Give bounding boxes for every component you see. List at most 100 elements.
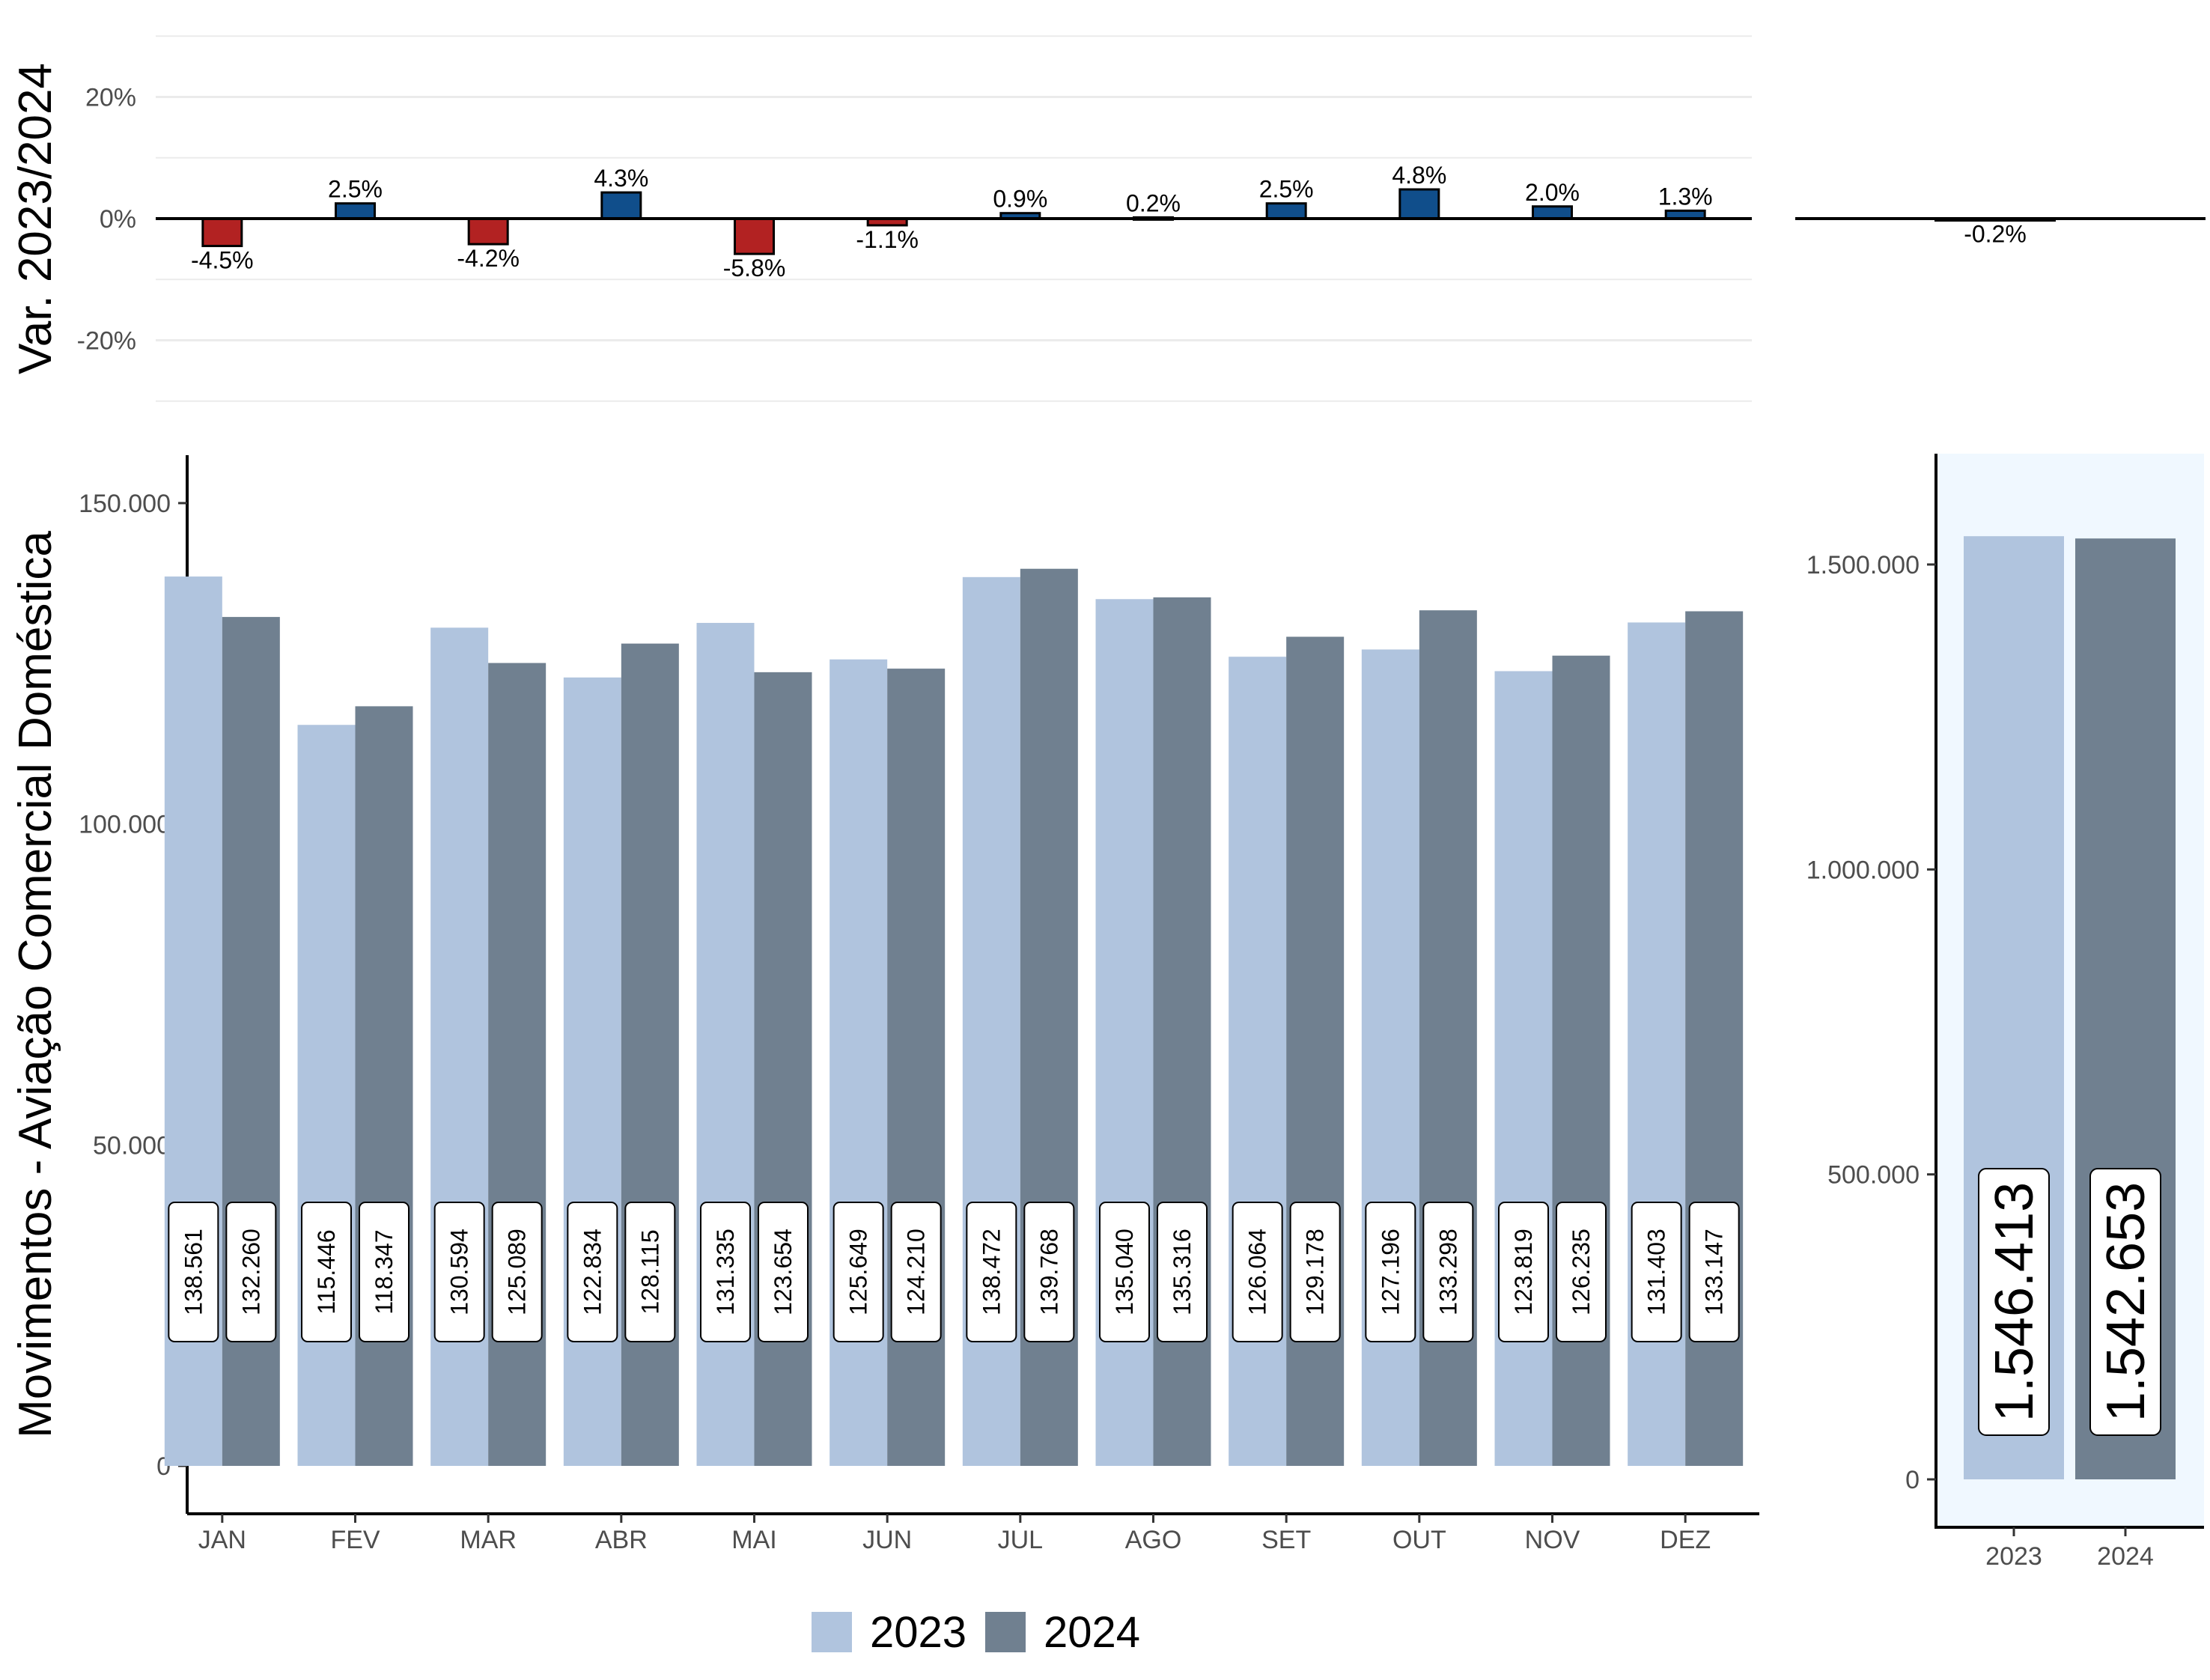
y-tick-label: 100.000 — [79, 811, 171, 839]
y-tick-label: 50.000 — [93, 1131, 171, 1160]
data-label: 124.210 — [903, 1229, 930, 1315]
data-label-box — [832, 1202, 884, 1342]
y-axis-label: Var. 2023/2024 — [10, 63, 61, 374]
data-label-box — [491, 1202, 543, 1342]
bar-2023 — [1361, 649, 1419, 1466]
data-label: 115.446 — [313, 1229, 340, 1314]
x-tick-label: JUN — [862, 1526, 912, 1554]
legend-swatch — [812, 1612, 852, 1652]
x-tick-label: FEV — [330, 1526, 380, 1554]
data-label-box — [301, 1202, 352, 1342]
x-tick-label: MAR — [460, 1526, 517, 1554]
y-tick-label: 1.500.000 — [1806, 551, 1920, 579]
data-label-box — [758, 1202, 809, 1342]
variation-label: 0.9% — [993, 186, 1047, 213]
variation-label: 4.3% — [594, 165, 648, 192]
bar-2023 — [297, 725, 356, 1466]
variation-bar — [335, 202, 376, 220]
variation-total-label: -0.2% — [1964, 221, 2027, 248]
bar-2023 — [1229, 657, 1287, 1466]
data-label-box — [567, 1202, 618, 1342]
data-label-box — [1157, 1202, 1208, 1342]
x-tick-label: AGO — [1125, 1526, 1182, 1554]
legend: 2023 2024 — [812, 1608, 1140, 1657]
y-tick-label: 0 — [1905, 1466, 1920, 1494]
data-label: 139.768 — [1035, 1229, 1062, 1315]
data-label: 131.403 — [1643, 1229, 1670, 1315]
data-label-box — [1631, 1202, 1682, 1342]
bar-2024 — [355, 706, 413, 1466]
data-label: 129.178 — [1302, 1229, 1329, 1315]
variation-label: -1.1% — [856, 226, 919, 253]
data-label-box — [890, 1202, 942, 1342]
total-label: 1.542.653 — [2096, 1182, 2156, 1422]
x-tick-label: OUT — [1392, 1526, 1446, 1554]
data-label-box — [1556, 1202, 1607, 1342]
data-label: 125.649 — [845, 1229, 872, 1315]
data-label: 122.834 — [579, 1229, 606, 1315]
legend-swatch — [985, 1612, 1026, 1652]
variation-label: -5.8% — [723, 255, 786, 281]
data-label: 118.347 — [371, 1229, 398, 1314]
variation-label: 1.3% — [1658, 183, 1713, 210]
variation-bar — [600, 191, 642, 220]
y-axis-label: Movimentos - Aviação Comercial Doméstica — [10, 531, 61, 1438]
x-tick-label: MAI — [731, 1526, 776, 1554]
data-label-box — [700, 1202, 751, 1342]
data-label-box — [359, 1202, 410, 1342]
variation-label: 4.8% — [1392, 162, 1446, 189]
variation-bar — [1532, 205, 1573, 220]
data-label: 126.235 — [1568, 1229, 1595, 1315]
data-label: 135.040 — [1111, 1229, 1138, 1315]
data-label: 123.819 — [1510, 1229, 1537, 1315]
bar-2024 — [754, 672, 812, 1466]
bar-2023 — [1494, 671, 1553, 1466]
bar-2024 — [887, 669, 946, 1467]
y-tick-label: 20% — [85, 84, 136, 112]
bar-2024 — [621, 643, 679, 1466]
data-label-box — [1232, 1202, 1283, 1342]
y-tick-label: 1.000.000 — [1806, 856, 1920, 884]
x-tick-label: DEZ — [1660, 1526, 1711, 1554]
total-label: 1.546.413 — [1985, 1182, 2045, 1422]
variation-bar — [467, 217, 509, 246]
data-label-box — [966, 1202, 1017, 1342]
data-label-box — [1498, 1202, 1549, 1342]
y-tick-label: -20% — [77, 327, 136, 356]
data-label-box — [168, 1202, 219, 1342]
data-label-box — [433, 1202, 485, 1342]
y-tick-label: 500.000 — [1827, 1161, 1920, 1190]
variation-label: -4.2% — [457, 245, 520, 272]
variation-bar — [734, 217, 775, 255]
data-label: 127.196 — [1377, 1229, 1404, 1315]
bar-2024 — [1552, 655, 1610, 1466]
variation-label: 2.5% — [328, 176, 383, 203]
x-tick-label: ABR — [595, 1526, 648, 1554]
data-label: 138.561 — [180, 1229, 207, 1315]
x-tick-label: 2023 — [1985, 1542, 2042, 1571]
total-panel: 0 500.000 1.000.000 1.500.000 1.546.413 2023 1… — [1806, 454, 2204, 1571]
data-label: 133.298 — [1434, 1229, 1461, 1315]
data-label-box — [1365, 1202, 1416, 1342]
data-label-box — [624, 1202, 676, 1342]
x-tick-label: SET — [1261, 1526, 1311, 1554]
data-label: 133.147 — [1701, 1229, 1728, 1315]
variation-bar — [1265, 202, 1307, 220]
bar-2023 — [829, 659, 888, 1466]
legend-label: 2023 — [870, 1608, 967, 1657]
data-label: 123.654 — [770, 1229, 797, 1315]
data-label-box — [1099, 1202, 1150, 1342]
data-label: 126.064 — [1244, 1229, 1271, 1315]
data-label: 125.089 — [504, 1229, 531, 1315]
x-tick-label: JAN — [198, 1526, 246, 1554]
y-tick-label: 0% — [100, 205, 136, 234]
legend-label: 2024 — [1044, 1608, 1140, 1657]
x-tick-label: JUL — [998, 1526, 1043, 1554]
data-label: 128.115 — [636, 1229, 663, 1314]
bar-2024 — [488, 663, 547, 1466]
data-label: 138.472 — [978, 1229, 1005, 1315]
x-tick-label: 2024 — [2097, 1542, 2154, 1571]
variation-total-panel: -0.2% — [1795, 217, 2206, 248]
data-label: 130.594 — [446, 1229, 473, 1315]
